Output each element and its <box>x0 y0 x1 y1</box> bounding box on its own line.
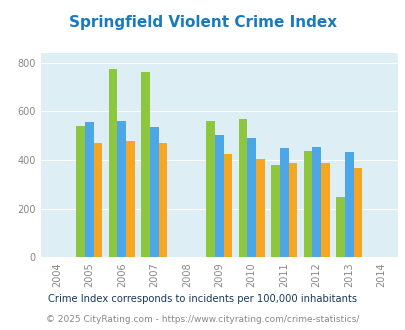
Bar <box>288 163 296 257</box>
Bar <box>311 147 320 257</box>
Bar <box>141 72 149 257</box>
Text: Springfield Violent Crime Index: Springfield Violent Crime Index <box>69 15 336 30</box>
Bar <box>117 120 126 257</box>
Bar <box>256 159 264 257</box>
Bar <box>344 152 353 257</box>
Text: Crime Index corresponds to incidents per 100,000 inhabitants: Crime Index corresponds to incidents per… <box>48 294 357 304</box>
Bar <box>109 69 117 257</box>
Bar <box>214 135 223 257</box>
Bar <box>126 142 134 257</box>
Bar <box>149 127 158 257</box>
Bar <box>353 169 361 257</box>
Bar <box>238 119 247 257</box>
Bar <box>320 163 329 257</box>
Bar <box>303 151 311 257</box>
Bar <box>206 121 214 257</box>
Bar <box>85 122 94 257</box>
Bar <box>76 126 85 257</box>
Bar <box>223 154 232 257</box>
Bar <box>335 196 344 257</box>
Text: © 2025 CityRating.com - https://www.cityrating.com/crime-statistics/: © 2025 CityRating.com - https://www.city… <box>46 315 359 324</box>
Bar <box>279 148 288 257</box>
Bar <box>247 138 256 257</box>
Bar <box>271 165 279 257</box>
Bar <box>158 144 167 257</box>
Bar <box>94 143 102 257</box>
